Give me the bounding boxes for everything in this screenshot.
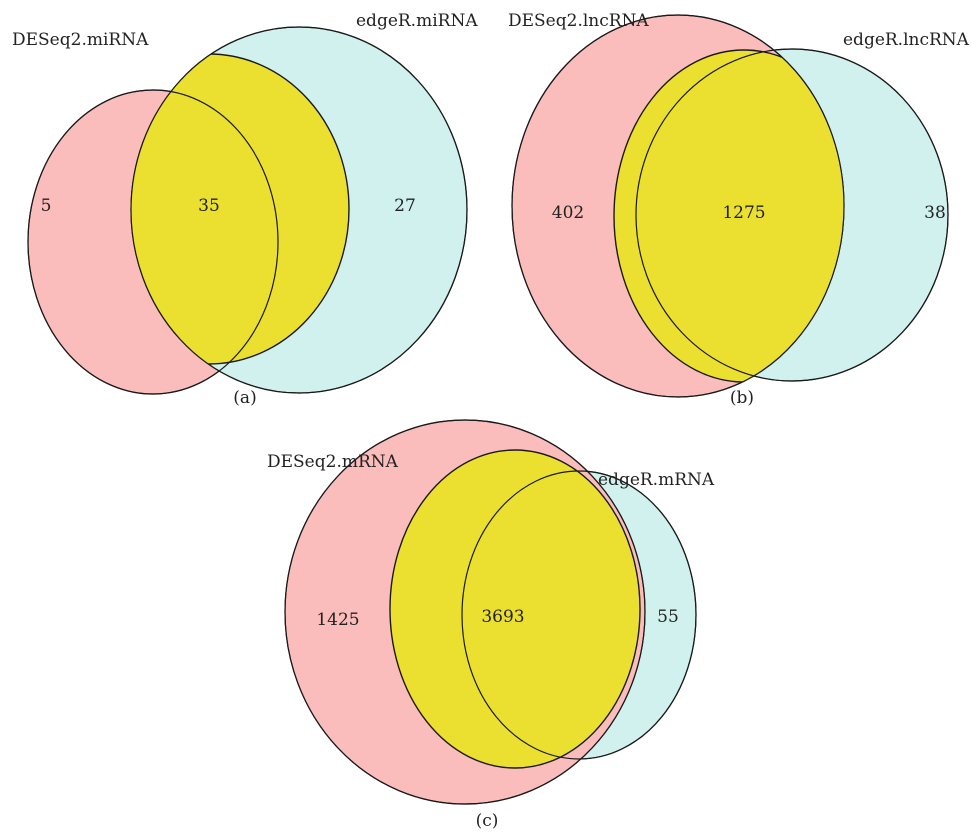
edger-set-label: edgeR.lncRNA	[843, 30, 970, 50]
deseq2-set-label: DESeq2.lncRNA	[508, 11, 649, 31]
venn-panel-c: DESeq2.mRNA edgeR.mRNA 1425 3693 55 (c)	[267, 419, 715, 831]
only-deseq2-count: 1425	[316, 610, 359, 630]
intersection-count: 1275	[722, 203, 765, 223]
overlap-outline-b	[461, 470, 697, 760]
deseq2-set-label: DESeq2.mRNA	[267, 452, 399, 472]
only-deseq2-count: 402	[552, 203, 584, 223]
edger-set-label: edgeR.miRNA	[356, 11, 478, 31]
deseq2-set-label: DESeq2.miRNA	[12, 30, 149, 50]
overlap-outline-a	[284, 419, 646, 805]
panel-label: (a)	[233, 388, 256, 408]
venn-panel-b: DESeq2.lncRNA edgeR.lncRNA 402 1275 38 (…	[508, 11, 970, 408]
intersection-count: 3693	[481, 607, 524, 627]
overlap-outline-a	[511, 14, 845, 398]
only-deseq2-count: 5	[41, 196, 52, 216]
intersection-count: 35	[198, 196, 220, 216]
panel-label: (c)	[476, 811, 499, 831]
only-edger-count: 55	[657, 607, 679, 627]
overlap-outline-b	[635, 48, 949, 382]
venn-panel-a: DESeq2.miRNA edgeR.miRNA 5 35 27 (a)	[12, 11, 478, 408]
panel-label: (b)	[730, 388, 754, 408]
overlap-region	[389, 449, 641, 769]
edger-set-label: edgeR.mRNA	[598, 470, 715, 490]
overlap-outline-a	[27, 89, 279, 395]
only-edger-count: 38	[924, 203, 946, 223]
only-edger-count: 27	[394, 196, 416, 216]
overlap-outline-b	[130, 26, 468, 394]
